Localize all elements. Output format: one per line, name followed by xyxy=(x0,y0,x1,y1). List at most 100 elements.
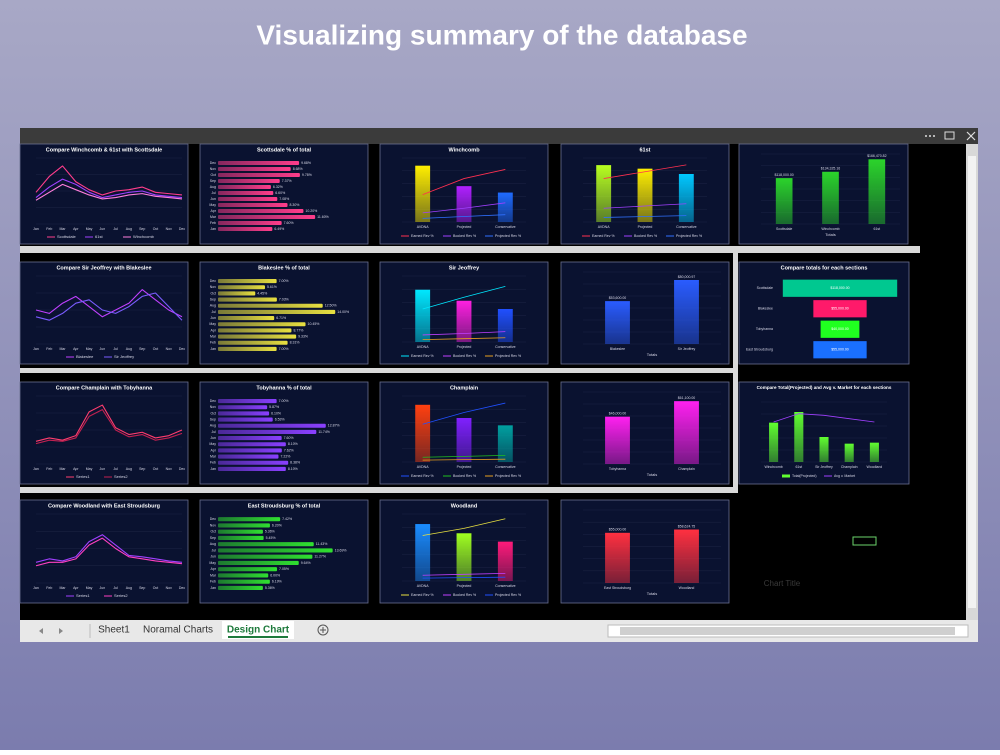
legend-label: Booked Rev % xyxy=(453,593,476,597)
legend-label: Booked Rev % xyxy=(453,474,476,478)
bar xyxy=(218,442,286,447)
x-tick-label: Winchcomb xyxy=(821,227,839,231)
y-tick-label: May xyxy=(209,442,216,446)
series-line xyxy=(603,164,687,179)
bar xyxy=(218,322,306,327)
x-tick-label: Mar xyxy=(60,347,67,351)
series-line xyxy=(422,402,506,425)
value-label: 9.78% xyxy=(302,173,312,177)
value-label: 12.87% xyxy=(328,424,340,428)
value-label: 6.10% xyxy=(271,411,281,415)
close-icon[interactable] xyxy=(966,131,976,141)
sheet-tab[interactable]: Sheet1 xyxy=(98,625,130,636)
x-tick-label: Blakeslee xyxy=(610,347,625,351)
x-tick-label: Feb xyxy=(46,227,52,231)
value-label: 6.53% xyxy=(275,418,285,422)
y-tick-label: Jul xyxy=(212,191,217,195)
bar xyxy=(678,174,694,222)
chart-panel: 61st AVDNA Projected Conservative Earned Rev… xyxy=(560,143,730,245)
chart-title: East Stroudsburg % of total xyxy=(248,503,321,509)
bar xyxy=(218,161,300,165)
series-line xyxy=(422,518,506,536)
series-line xyxy=(35,292,183,321)
x-tick-label: East Stroudsburg xyxy=(604,586,631,590)
bar xyxy=(218,309,336,314)
value-label: 5.36% xyxy=(265,530,275,534)
bar xyxy=(218,579,270,584)
y-tick-label: Jun xyxy=(210,555,216,559)
series-line xyxy=(422,169,506,195)
bar xyxy=(218,411,270,416)
bar xyxy=(456,533,472,581)
y-tick-label: Dec xyxy=(210,517,216,521)
series-line xyxy=(422,331,506,336)
value-label: 8.30% xyxy=(290,203,300,207)
bar xyxy=(497,541,513,581)
y-tick-label: May xyxy=(209,322,216,326)
legend-label: Earned Rev % xyxy=(592,234,615,238)
y-tick-label: Jan xyxy=(210,586,216,590)
bar xyxy=(637,168,653,222)
sheet-tab[interactable]: Noramal Charts xyxy=(143,625,213,636)
bar xyxy=(497,309,513,342)
more-icon[interactable] xyxy=(925,135,935,137)
x-tick-label: Sir Jeoffrey xyxy=(678,347,696,351)
x-tick-label: Conservative xyxy=(495,225,515,229)
value-label: $55,000.00 xyxy=(831,348,849,352)
value-label: 11.43% xyxy=(316,542,328,546)
x-tick-label: Dec xyxy=(179,586,185,590)
y-tick-label: Nov xyxy=(210,285,216,289)
value-label: 12.50% xyxy=(325,304,337,308)
chart-title: 61st xyxy=(639,147,650,153)
bar xyxy=(868,159,886,224)
add-sheet[interactable] xyxy=(317,624,329,636)
series-line xyxy=(422,202,506,214)
series-line xyxy=(422,337,506,341)
funnel-bar xyxy=(820,320,860,338)
y-tick-label: Dec xyxy=(210,399,216,403)
x-tick-label: May xyxy=(86,586,93,590)
bar xyxy=(218,423,326,428)
y-tick-label: Jul xyxy=(212,310,217,314)
next-sheet[interactable] xyxy=(59,628,63,634)
x-tick-label: Jul xyxy=(113,586,118,590)
chart-panel: East Stroudsburg % of total Dec 7.42% Nov 6.… xyxy=(199,499,369,604)
restore-icon[interactable] xyxy=(944,131,955,140)
bar xyxy=(218,203,288,207)
y-tick-label: Apr xyxy=(211,567,217,571)
y-tick-label: Sep xyxy=(210,179,216,183)
chart-title: Compare Total(Projected) and Avg v. Mark… xyxy=(757,385,892,390)
x-tick-label: Conservative xyxy=(676,225,696,229)
dashboard: Compare Winchcomb & 61st with Scottsdale… xyxy=(19,143,910,604)
chart-panel: Compare Champlain with Tobyhanna Jan Feb Ma… xyxy=(19,381,189,485)
h-scroll-thumb[interactable] xyxy=(620,627,955,635)
series-line xyxy=(35,534,183,563)
x-tick-label: Sep xyxy=(139,347,145,351)
bar xyxy=(218,346,277,351)
bar xyxy=(218,523,270,528)
window-bar xyxy=(20,128,978,144)
series-line xyxy=(35,404,183,442)
x-tick-label: Projected xyxy=(638,225,653,229)
scroll-thumb[interactable] xyxy=(968,156,976,608)
legend-label: Series1 xyxy=(76,593,90,598)
prev-sheet[interactable] xyxy=(39,628,43,634)
selected-cell[interactable] xyxy=(852,536,877,546)
series-line xyxy=(35,178,183,199)
y-tick-label: Mar xyxy=(210,335,217,339)
legend-label: Series1 xyxy=(76,474,90,479)
chart-title: Blakeslee % of total xyxy=(258,265,310,271)
y-tick-label: Jan xyxy=(210,467,216,471)
value-label: 7.00% xyxy=(279,399,289,403)
chart-title: Champlain xyxy=(450,385,479,391)
x-tick-label: Champlain xyxy=(841,465,858,469)
ghost-chart-title: Chart Title xyxy=(764,579,801,588)
legend-label: Projected Rev % xyxy=(676,234,702,238)
bar xyxy=(218,585,263,590)
bar xyxy=(218,436,282,441)
y-tick-label: Feb xyxy=(210,461,216,465)
sheet-tab[interactable]: Design Chart xyxy=(227,625,290,636)
x-tick-label: Dec xyxy=(179,227,185,231)
chart-panel: Compare totals for each sections Scottsda… xyxy=(738,261,910,365)
series-line xyxy=(35,409,183,445)
